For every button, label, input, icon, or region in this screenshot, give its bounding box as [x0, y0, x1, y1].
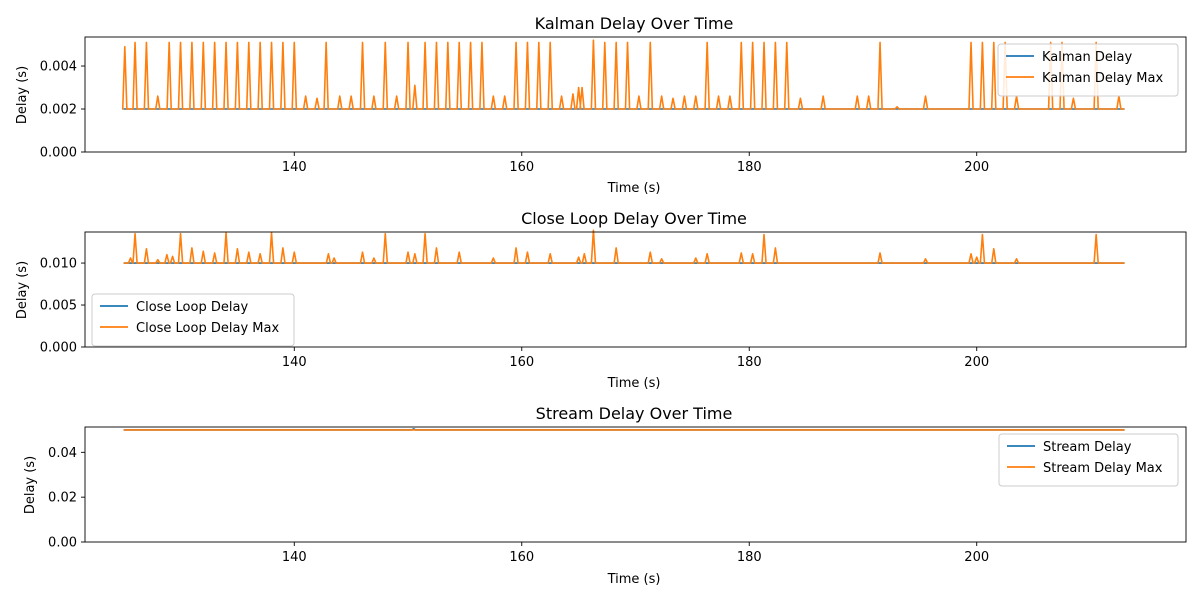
stream-series-group [123, 427, 1125, 431]
close-loop-ytick-label: 0.010 [40, 257, 77, 272]
stream-xtick-label: 140 [282, 550, 307, 565]
close-loop-xtick-label: 140 [282, 355, 307, 370]
close-loop-delay-subplot: Close Loop Delay Over Time Time (s) Dela… [15, 209, 1187, 391]
kalman-series-group [121, 39, 1125, 110]
kalman-axes-frame [84, 36, 1187, 153]
kalman-legend: Kalman Delay Kalman Delay Max [997, 43, 1179, 97]
kalman-xtick-label: 180 [737, 160, 762, 175]
close-loop-legend: Close Loop Delay Close Loop Delay Max [91, 293, 295, 347]
stream-delay-legend-label: Stream Delay [1043, 440, 1132, 455]
stream-ylabel: Delay (s) [23, 456, 38, 514]
kalman-ylabel: Delay (s) [15, 66, 30, 124]
close-loop-ylabel: Delay (s) [15, 261, 30, 319]
kalman-legend-box [997, 43, 1179, 97]
close-loop-xtick-label: 180 [737, 355, 762, 370]
kalman-xtick-label: 200 [964, 160, 989, 175]
kalman-ytick-label: 0.000 [40, 146, 77, 161]
stream-ytick-label: 0.00 [48, 536, 77, 551]
kalman-xlabel: Time (s) [607, 181, 661, 196]
stream-legend: Stream Delay Stream Delay Max [998, 433, 1179, 487]
close-loop-delay-max-legend-label: Close Loop Delay Max [136, 321, 279, 336]
stream-title: Stream Delay Over Time [536, 404, 733, 423]
close-loop-xtick-label: 200 [964, 355, 989, 370]
kalman-title: Kalman Delay Over Time [535, 14, 734, 33]
stream-legend-box [998, 433, 1179, 487]
kalman-delay-legend-label: Kalman Delay [1042, 50, 1132, 65]
close-loop-ytick-label: 0.005 [40, 299, 77, 314]
close-loop-series-group [123, 229, 1125, 264]
kalman-ytick-label: 0.002 [40, 103, 77, 118]
stream-ytick-label: 0.04 [48, 446, 77, 461]
kalman-delay-max-legend-label: Kalman Delay Max [1042, 71, 1163, 86]
stream-delay-subplot: Stream Delay Over Time Time (s) Delay (s… [23, 404, 1187, 587]
kalman-ytick-label: 0.004 [40, 60, 77, 75]
close-loop-axes-frame [84, 231, 1187, 348]
kalman-delay-subplot: Kalman Delay Over Time Time (s) Delay (s… [15, 14, 1187, 196]
close-loop-delay-max-line [123, 229, 1125, 264]
close-loop-xlabel: Time (s) [607, 376, 661, 391]
stream-delay-max-legend-label: Stream Delay Max [1043, 461, 1163, 476]
close-loop-delay-legend-label: Close Loop Delay [136, 300, 248, 315]
stream-xtick-label: 200 [964, 550, 989, 565]
kalman-delay-max-line [121, 39, 1125, 110]
close-loop-xtick-label: 160 [509, 355, 534, 370]
kalman-xtick-label: 160 [509, 160, 534, 175]
close-loop-legend-box [91, 293, 295, 347]
close-loop-title: Close Loop Delay Over Time [521, 209, 747, 228]
kalman-xtick-label: 140 [282, 160, 307, 175]
stream-xtick-label: 160 [509, 550, 534, 565]
stream-xlabel: Time (s) [607, 572, 661, 587]
stream-axes-frame [84, 426, 1187, 543]
stream-xtick-label: 180 [737, 550, 762, 565]
close-loop-ytick-label: 0.000 [40, 341, 77, 356]
stream-ytick-label: 0.02 [48, 491, 77, 506]
